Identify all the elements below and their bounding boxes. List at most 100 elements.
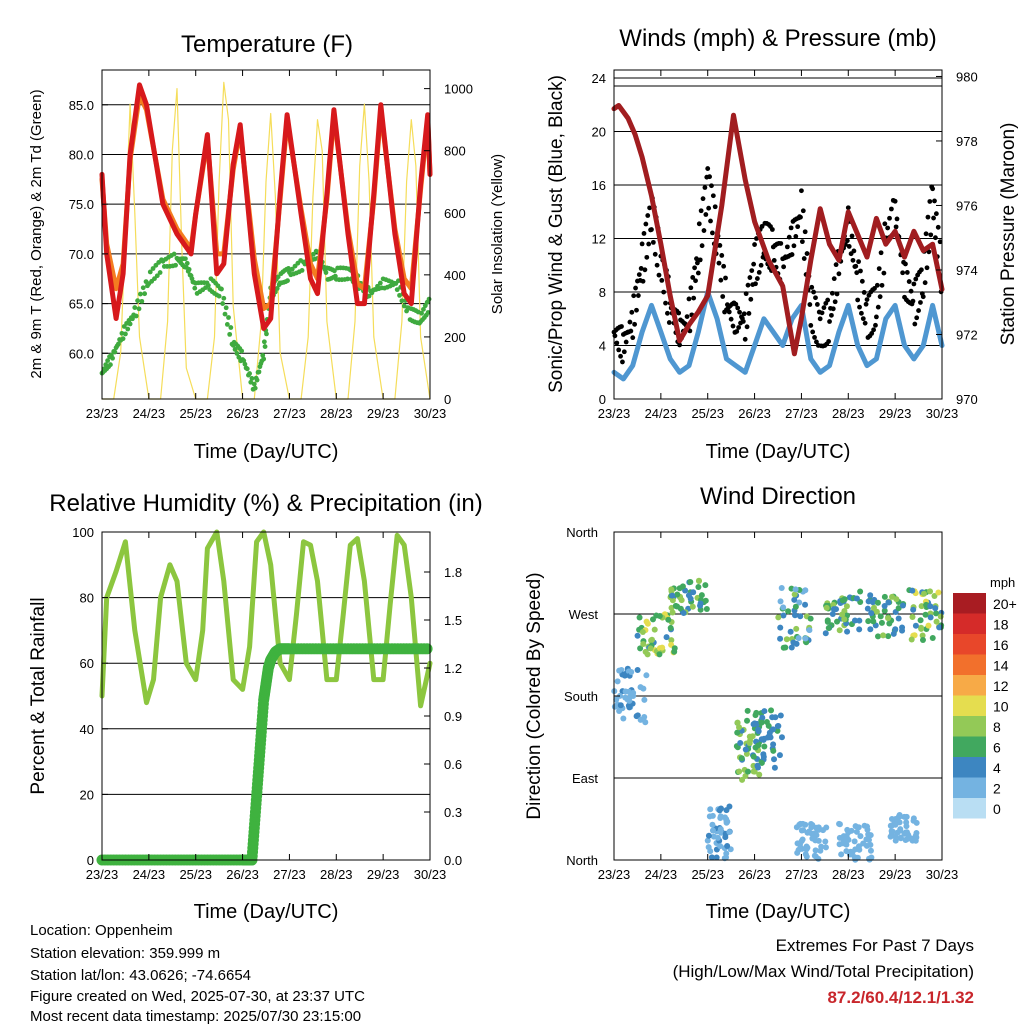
data-point (931, 215, 936, 221)
data-point (826, 339, 832, 344)
direction-cluster (822, 588, 864, 637)
data-point (707, 174, 712, 180)
y-tick-label: 12 (592, 232, 606, 247)
data-point (239, 348, 245, 354)
direction-point (903, 813, 910, 820)
data-point (745, 282, 751, 288)
direction-point (636, 614, 643, 621)
direction-point (744, 707, 751, 714)
direction-point (867, 832, 874, 839)
direction-point (885, 615, 892, 622)
y2-tick-label: 0.3 (444, 805, 462, 820)
direction-point (713, 854, 720, 861)
data-point (814, 302, 820, 307)
data-point (876, 266, 882, 272)
direction-point (758, 759, 765, 766)
direction-point (737, 739, 744, 746)
y2-tick-label: 600 (444, 206, 466, 221)
direction-point (815, 837, 822, 844)
direction-point (853, 828, 860, 835)
data-point (699, 243, 705, 249)
direction-cluster (611, 665, 650, 726)
direction-point (922, 611, 929, 618)
data-point (801, 256, 807, 261)
y-tick-label: 75.0 (69, 197, 94, 212)
direction-point (742, 773, 749, 780)
data-point (932, 198, 937, 204)
direction-point (935, 589, 942, 596)
direction-point (881, 602, 888, 609)
direction-point (795, 846, 802, 853)
data-point (133, 313, 139, 319)
data-point (846, 244, 852, 249)
humidity-title: Relative Humidity (%) & Precipitation (i… (49, 490, 482, 517)
data-point (139, 298, 145, 304)
direction-point (778, 584, 785, 591)
x-tick-label: 25/23 (691, 867, 724, 882)
data-point (817, 316, 823, 322)
direction-point (932, 605, 939, 612)
data-point (135, 298, 141, 304)
direction-point (796, 599, 803, 606)
humidity-x-axis-label: Time (Day/UTC) (194, 901, 339, 923)
legend-swatch (953, 613, 986, 634)
direction-point (867, 592, 874, 599)
data-point (736, 325, 742, 330)
y2-tick-label: 970 (956, 392, 978, 407)
data-point (157, 270, 163, 275)
direction-point (756, 771, 763, 778)
data-point (918, 267, 924, 273)
x-tick-label: 23/23 (86, 867, 119, 882)
direction-point (709, 821, 716, 828)
data-point (634, 307, 639, 313)
data-point (696, 221, 702, 227)
data-point (871, 327, 876, 333)
direction-point (843, 603, 850, 610)
data-point (264, 331, 269, 337)
data-point (730, 323, 736, 329)
direction-point (751, 768, 758, 775)
y2-tick-label: 0.0 (444, 853, 462, 868)
direction-point (755, 728, 762, 735)
data-point (831, 276, 837, 282)
direction-point (927, 588, 934, 595)
direction-point (633, 713, 640, 720)
data-point (693, 278, 698, 284)
direction-point (822, 844, 829, 851)
x-tick-label: 26/23 (738, 867, 771, 882)
data-point (813, 295, 818, 301)
data-point (620, 359, 625, 365)
station-elevation: Station elevation: 359.999 m (30, 945, 221, 962)
direction-point (734, 729, 741, 736)
direction-point (889, 593, 896, 600)
data-point (275, 274, 281, 280)
x-tick-label: 30/23 (414, 867, 447, 882)
direction-point (925, 622, 932, 629)
legend-swatch (953, 736, 986, 757)
data-point (130, 316, 135, 322)
legend-label: 0 (993, 801, 1001, 817)
data-point (811, 289, 817, 295)
direction-point (760, 753, 767, 760)
direction-point (680, 610, 687, 617)
x-tick-label: 23/23 (598, 406, 631, 421)
direction-point (887, 833, 894, 840)
direction-point (754, 762, 761, 769)
direction-point (792, 603, 799, 610)
direction-point (626, 697, 633, 704)
direction-point (705, 844, 712, 851)
direction-point (764, 734, 771, 741)
data-point (136, 306, 142, 312)
direction-point (823, 604, 830, 611)
data-point (836, 271, 842, 277)
y-tick-label: 60.0 (69, 346, 94, 361)
data-point (740, 319, 746, 324)
data-point (799, 188, 804, 194)
data-point (809, 284, 815, 290)
y2-tick-label: 200 (444, 330, 466, 345)
data-point (105, 358, 111, 363)
y-tick-label: 80 (80, 591, 94, 606)
y-tick-label: West (569, 607, 599, 622)
data-point (864, 297, 870, 302)
legend-swatch (953, 634, 986, 655)
